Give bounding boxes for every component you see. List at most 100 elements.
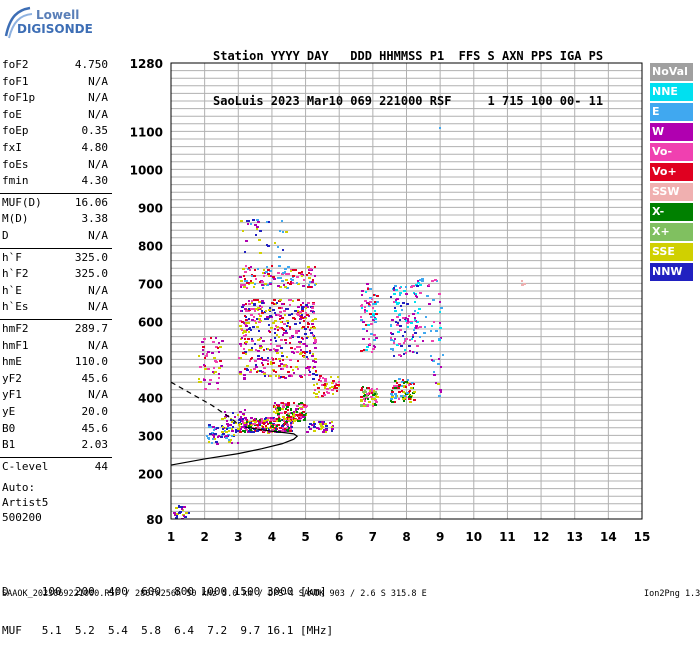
echo-point xyxy=(393,340,395,342)
echo-point xyxy=(251,338,253,340)
param-label: h`Es xyxy=(2,300,29,314)
echo-point xyxy=(412,336,414,338)
echo-point xyxy=(286,356,288,358)
echo-point xyxy=(250,349,253,351)
echo-point xyxy=(204,388,207,390)
echo-point xyxy=(365,397,368,399)
echo-point xyxy=(297,368,299,370)
echo-point xyxy=(294,310,297,312)
echo-point xyxy=(372,403,375,405)
echo-point xyxy=(270,339,272,341)
param-label: D xyxy=(2,229,9,242)
echo-point xyxy=(319,375,322,377)
echo-point xyxy=(286,320,289,322)
echo-point xyxy=(396,324,399,326)
echo-point xyxy=(208,424,211,426)
echo-point xyxy=(258,330,260,332)
echo-point xyxy=(276,345,279,347)
echo-point xyxy=(282,405,284,407)
echo-point xyxy=(368,401,371,403)
echo-point xyxy=(286,406,289,408)
echo-point xyxy=(242,430,244,432)
echo-point xyxy=(279,311,282,313)
echo-point xyxy=(403,386,405,388)
echo-point xyxy=(417,327,419,329)
echo-point xyxy=(245,334,247,336)
echo-point xyxy=(239,426,241,428)
echo-point xyxy=(280,368,283,370)
echo-point xyxy=(372,303,375,305)
echo-point xyxy=(398,354,401,356)
echo-point xyxy=(245,429,248,431)
y-tick-label: 200 xyxy=(138,467,163,481)
echo-point xyxy=(245,265,247,267)
echo-point xyxy=(174,514,176,516)
echo-point xyxy=(334,385,336,387)
echo-point xyxy=(258,424,261,426)
echo-point xyxy=(281,425,284,427)
x-tick-label: 13 xyxy=(566,530,583,544)
echo-point xyxy=(256,219,259,221)
echo-point xyxy=(407,379,409,381)
echo-point xyxy=(291,375,293,377)
echo-point xyxy=(521,280,523,282)
param-row-b1: B1 2.03 xyxy=(2,438,108,454)
echo-point xyxy=(374,403,376,405)
echo-point xyxy=(245,322,248,324)
echo-point xyxy=(264,318,267,320)
echo-point xyxy=(306,431,309,433)
true-height-profile xyxy=(170,426,299,466)
echo-point xyxy=(231,428,233,430)
echo-point xyxy=(363,398,365,400)
param-label: foF1 xyxy=(2,74,29,88)
auto-code: 500200 xyxy=(2,511,42,524)
echo-point xyxy=(300,352,303,354)
echo-point xyxy=(244,315,246,317)
echo-point xyxy=(224,411,226,413)
y-tick-label: 1280 xyxy=(130,57,163,71)
echo-point xyxy=(269,270,272,272)
echo-point xyxy=(270,327,273,329)
echo-point xyxy=(313,421,315,423)
echo-point xyxy=(232,412,234,414)
echo-point xyxy=(225,431,228,433)
echo-point xyxy=(396,298,399,300)
param-label: foE xyxy=(2,107,22,121)
echo-point xyxy=(253,275,256,277)
echo-point xyxy=(404,349,406,351)
echo-point xyxy=(283,420,285,422)
echo-point xyxy=(228,439,231,441)
echo-point xyxy=(251,319,254,321)
echo-point xyxy=(415,293,417,295)
echo-point xyxy=(417,312,419,314)
echo-point xyxy=(307,266,310,268)
y-tick-label: 300 xyxy=(138,429,163,443)
echo-point xyxy=(392,349,394,351)
echo-point xyxy=(301,271,303,273)
echo-point xyxy=(294,323,297,325)
legend-item-w: W xyxy=(650,123,693,141)
echo-point xyxy=(376,295,379,297)
echo-point xyxy=(275,340,277,342)
echo-point xyxy=(287,282,289,284)
echo-point xyxy=(228,430,230,432)
echo-point xyxy=(416,352,418,354)
echo-point xyxy=(292,282,294,284)
echo-point xyxy=(217,347,219,349)
legend-item-ssw: SSW xyxy=(650,183,693,201)
echo-point xyxy=(252,423,255,425)
echo-point xyxy=(281,280,284,282)
echo-point xyxy=(263,269,265,271)
echo-point xyxy=(258,321,261,323)
echo-point xyxy=(371,392,373,394)
echo-point xyxy=(281,220,283,222)
echo-point xyxy=(270,363,273,365)
echo-point xyxy=(257,370,260,372)
echo-point xyxy=(438,395,441,397)
echo-point xyxy=(405,386,407,388)
echo-point xyxy=(437,363,440,365)
echo-point xyxy=(319,423,322,425)
echo-point xyxy=(239,423,241,425)
echo-point xyxy=(403,382,405,384)
echo-point xyxy=(265,310,267,312)
